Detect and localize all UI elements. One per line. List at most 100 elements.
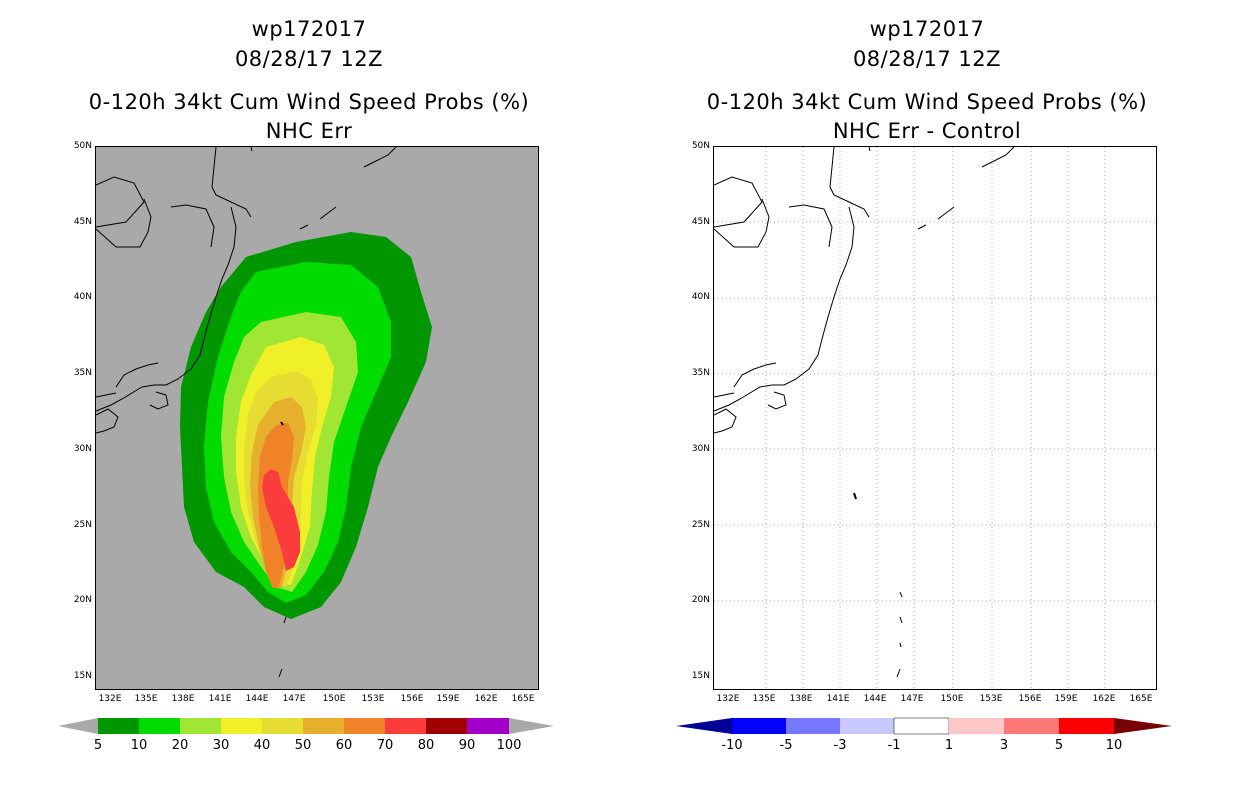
colorbar-label: 100 xyxy=(496,738,522,753)
colorbar-segment xyxy=(139,718,180,734)
lon-label: 162E xyxy=(1092,694,1116,704)
colorbar-label: 3 xyxy=(999,738,1009,753)
colorbar-segment xyxy=(786,718,840,734)
lat-label: 25N xyxy=(73,520,92,530)
lat-label: 50N xyxy=(691,141,710,151)
lat-label: 50N xyxy=(73,141,92,151)
colorbar-segment xyxy=(1004,718,1059,734)
colorbar-label: -10 xyxy=(721,738,743,753)
product-title: 0-120h 34kt Cum Wind Speed Probs (%) xyxy=(88,90,530,114)
left-panel: wp172017 08/28/17 12Z 0-120h 34kt Cum Wi… xyxy=(58,17,554,753)
datetime-title: 08/28/17 12Z xyxy=(234,47,384,71)
lat-label: 15N xyxy=(691,671,710,681)
lon-label: 165E xyxy=(1129,694,1153,704)
colorbar-label: 60 xyxy=(335,738,353,753)
contour-70 xyxy=(262,469,300,571)
colorbar-segment xyxy=(732,718,786,734)
colorbar-label: 50 xyxy=(294,738,312,753)
colorbar-low-arrow xyxy=(58,718,98,734)
difference-map-svg xyxy=(714,147,1156,689)
subtitle: NHC Err xyxy=(265,119,353,143)
coastline xyxy=(714,147,1015,678)
colorbar-label: -1 xyxy=(887,738,901,753)
colorbar-segment xyxy=(344,718,385,734)
storm-id-title: wp172017 xyxy=(251,17,367,41)
colorbar-high-arrow xyxy=(509,718,554,734)
lat-label: 30N xyxy=(73,444,92,454)
lon-label: 150E xyxy=(940,694,964,704)
coastline xyxy=(96,147,397,678)
lon-label: 150E xyxy=(322,694,346,704)
colorbar-label: 5 xyxy=(1054,738,1064,753)
lon-label: 144E xyxy=(245,694,269,704)
lon-label: 156E xyxy=(1018,694,1042,704)
lon-label: 153E xyxy=(361,694,385,704)
colorbar-segment xyxy=(949,718,1004,734)
lon-label: 153E xyxy=(979,694,1003,704)
lon-label: 147E xyxy=(900,694,924,704)
lon-label: 159E xyxy=(1054,694,1078,704)
lat-label: 35N xyxy=(691,368,710,378)
lon-label: 165E xyxy=(511,694,535,704)
colorbar-segment xyxy=(385,718,426,734)
lon-label: 141E xyxy=(826,694,850,704)
probability-map-svg xyxy=(96,147,432,678)
storm-id-title: wp172017 xyxy=(869,17,985,41)
colorbar-label: 30 xyxy=(212,738,230,753)
gridlines xyxy=(714,147,1156,689)
lon-label: 132E xyxy=(98,694,122,704)
lon-label: 138E xyxy=(789,694,813,704)
left-colorbar xyxy=(58,718,554,734)
lat-label: 40N xyxy=(691,292,710,302)
difference-map xyxy=(713,146,1157,690)
probability-map xyxy=(95,146,539,690)
lon-label: 162E xyxy=(474,694,498,704)
colorbar-label: 5 xyxy=(93,738,103,753)
lat-label: 25N xyxy=(691,520,710,530)
lat-label: 30N xyxy=(691,444,710,454)
lat-label: 20N xyxy=(691,595,710,605)
colorbar-segment xyxy=(893,717,950,735)
colorbar-label: 20 xyxy=(171,738,189,753)
colorbar-label: 1 xyxy=(944,738,954,753)
colorbar-low-arrow xyxy=(676,718,732,734)
colorbar-segment xyxy=(840,718,894,734)
colorbar-segment xyxy=(221,718,262,734)
colorbar-high-arrow xyxy=(1114,718,1172,734)
lon-label: 135E xyxy=(134,694,158,704)
datetime-title: 08/28/17 12Z xyxy=(852,47,1002,71)
lat-label: 15N xyxy=(73,671,92,681)
lon-label: 135E xyxy=(752,694,776,704)
right-panel: wp172017 08/28/17 12Z 0-120h 34kt Cum Wi… xyxy=(618,0,1236,800)
lat-label: 35N xyxy=(73,368,92,378)
colorbar-label: 70 xyxy=(376,738,394,753)
colorbar-label: 10 xyxy=(130,738,148,753)
colorbar-label: 40 xyxy=(253,738,271,753)
right-colorbar xyxy=(676,717,1172,735)
lon-label: 156E xyxy=(400,694,424,704)
lon-label: 141E xyxy=(208,694,232,704)
colorbar-label: 10 xyxy=(1105,738,1123,753)
product-title: 0-120h 34kt Cum Wind Speed Probs (%) xyxy=(706,90,1148,114)
lon-label: 144E xyxy=(863,694,887,704)
lon-label: 132E xyxy=(716,694,740,704)
lat-label: 45N xyxy=(691,217,710,227)
colorbar-segment xyxy=(262,718,303,734)
lat-label: 20N xyxy=(73,595,92,605)
colorbar-label: 80 xyxy=(417,738,435,753)
colorbar-segment xyxy=(98,718,139,734)
colorbar-label: -3 xyxy=(833,738,847,753)
lat-label: 45N xyxy=(73,217,92,227)
lon-label: 147E xyxy=(282,694,306,704)
colorbar-segment xyxy=(426,718,467,734)
colorbar-label: 90 xyxy=(458,738,476,753)
lon-label: 159E xyxy=(436,694,460,704)
lon-label: 138E xyxy=(171,694,195,704)
lat-label: 40N xyxy=(73,292,92,302)
colorbar-segment xyxy=(1059,718,1114,734)
colorbar-segment xyxy=(467,718,509,734)
subtitle: NHC Err - Control xyxy=(832,119,1022,143)
colorbar-label: -5 xyxy=(779,738,793,753)
colorbar-segment xyxy=(303,718,344,734)
colorbar-segment xyxy=(180,718,221,734)
